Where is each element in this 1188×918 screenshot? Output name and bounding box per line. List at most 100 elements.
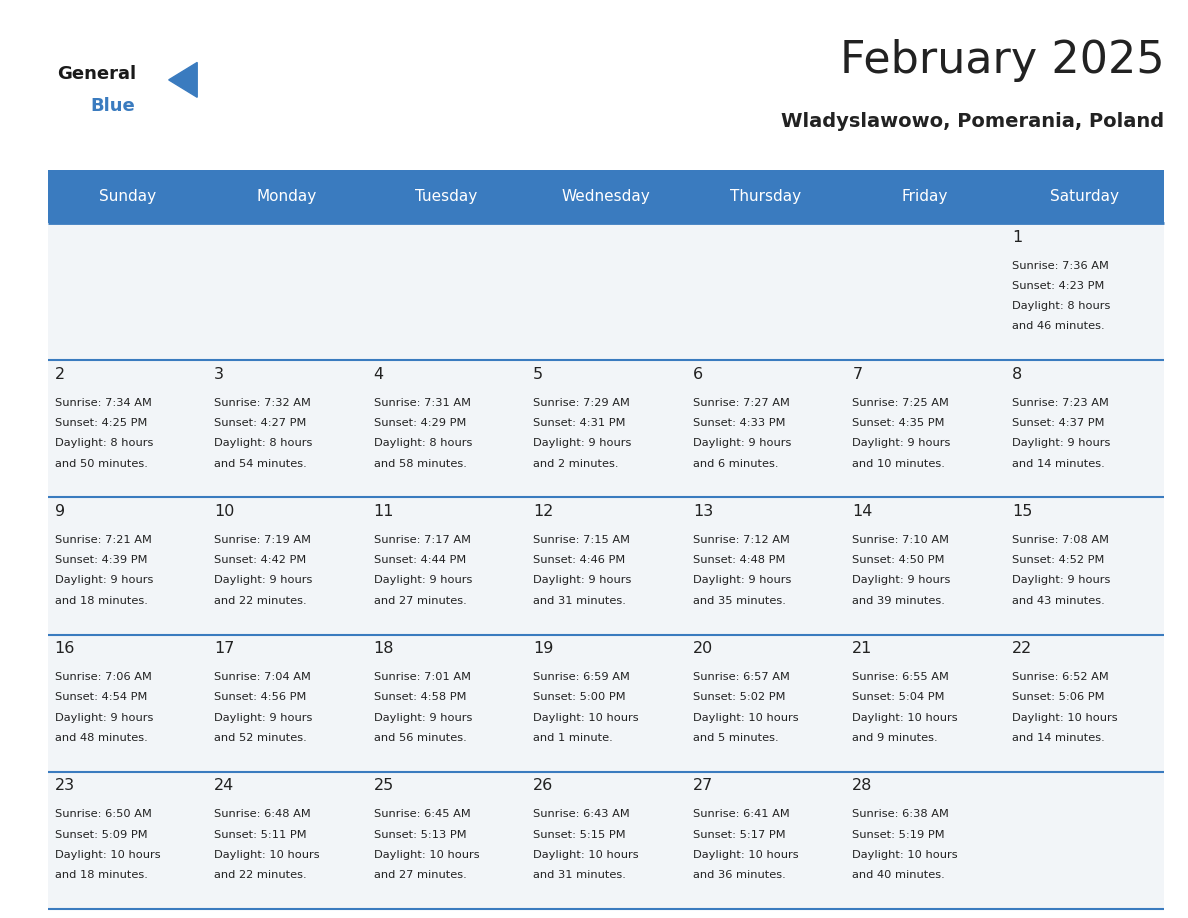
Text: Daylight: 9 hours: Daylight: 9 hours — [1012, 438, 1111, 448]
Text: Sunset: 4:52 PM: Sunset: 4:52 PM — [1012, 555, 1104, 565]
Text: Daylight: 10 hours: Daylight: 10 hours — [533, 850, 639, 860]
Bar — [685, 498, 845, 634]
Text: 23: 23 — [55, 778, 75, 793]
Text: and 10 minutes.: and 10 minutes. — [852, 459, 946, 468]
Text: Daylight: 9 hours: Daylight: 9 hours — [55, 576, 153, 586]
Bar — [526, 498, 685, 634]
Text: Daylight: 10 hours: Daylight: 10 hours — [55, 850, 160, 860]
Text: Sunset: 4:42 PM: Sunset: 4:42 PM — [214, 555, 307, 565]
Text: Sunrise: 6:57 AM: Sunrise: 6:57 AM — [693, 672, 790, 682]
Bar — [207, 772, 367, 909]
Text: Sunrise: 6:50 AM: Sunrise: 6:50 AM — [55, 810, 152, 820]
Text: Sunrise: 7:10 AM: Sunrise: 7:10 AM — [852, 535, 949, 545]
Text: 3: 3 — [214, 366, 225, 382]
Text: Sunday: Sunday — [99, 189, 156, 204]
Text: Daylight: 10 hours: Daylight: 10 hours — [533, 712, 639, 722]
Text: Sunset: 4:29 PM: Sunset: 4:29 PM — [374, 419, 466, 428]
Text: and 52 minutes.: and 52 minutes. — [214, 733, 307, 743]
Bar — [48, 498, 207, 634]
Text: 18: 18 — [374, 641, 394, 656]
Text: Wednesday: Wednesday — [562, 189, 650, 204]
Text: Sunset: 5:04 PM: Sunset: 5:04 PM — [852, 692, 944, 702]
Text: Sunset: 5:19 PM: Sunset: 5:19 PM — [852, 830, 944, 840]
Text: and 31 minutes.: and 31 minutes. — [533, 596, 626, 606]
Text: 9: 9 — [55, 504, 65, 519]
Text: Sunset: 5:17 PM: Sunset: 5:17 PM — [693, 830, 785, 840]
Text: Sunset: 4:46 PM: Sunset: 4:46 PM — [533, 555, 626, 565]
Text: Sunset: 4:25 PM: Sunset: 4:25 PM — [55, 419, 147, 428]
Bar — [1005, 772, 1164, 909]
Text: Daylight: 10 hours: Daylight: 10 hours — [852, 850, 958, 860]
Text: General: General — [57, 64, 137, 83]
Text: 11: 11 — [374, 504, 394, 519]
Text: Daylight: 9 hours: Daylight: 9 hours — [1012, 576, 1111, 586]
Text: Sunrise: 7:06 AM: Sunrise: 7:06 AM — [55, 672, 152, 682]
Text: Sunrise: 6:55 AM: Sunrise: 6:55 AM — [852, 672, 949, 682]
Bar — [48, 772, 207, 909]
Text: Sunrise: 7:12 AM: Sunrise: 7:12 AM — [693, 535, 790, 545]
Bar — [845, 498, 1005, 634]
Text: 12: 12 — [533, 504, 554, 519]
Text: Sunset: 4:50 PM: Sunset: 4:50 PM — [852, 555, 944, 565]
Text: Sunrise: 7:01 AM: Sunrise: 7:01 AM — [374, 672, 470, 682]
Text: 13: 13 — [693, 504, 713, 519]
Text: 20: 20 — [693, 641, 713, 656]
Bar — [367, 223, 526, 360]
Text: Blue: Blue — [90, 96, 135, 115]
Bar — [207, 223, 367, 360]
Text: Daylight: 9 hours: Daylight: 9 hours — [374, 712, 472, 722]
Bar — [1005, 634, 1164, 772]
Text: Sunrise: 7:04 AM: Sunrise: 7:04 AM — [214, 672, 311, 682]
Text: 6: 6 — [693, 366, 703, 382]
Bar — [685, 360, 845, 498]
Text: and 40 minutes.: and 40 minutes. — [852, 870, 946, 880]
Text: Sunset: 5:02 PM: Sunset: 5:02 PM — [693, 692, 785, 702]
Text: Sunrise: 7:29 AM: Sunrise: 7:29 AM — [533, 398, 630, 408]
Text: Saturday: Saturday — [1050, 189, 1119, 204]
Text: Daylight: 8 hours: Daylight: 8 hours — [214, 438, 312, 448]
Text: and 48 minutes.: and 48 minutes. — [55, 733, 147, 743]
Bar — [526, 772, 685, 909]
Text: Sunrise: 7:15 AM: Sunrise: 7:15 AM — [533, 535, 631, 545]
Text: Sunrise: 7:31 AM: Sunrise: 7:31 AM — [374, 398, 470, 408]
Text: 22: 22 — [1012, 641, 1032, 656]
Text: 28: 28 — [852, 778, 873, 793]
Text: Sunrise: 7:25 AM: Sunrise: 7:25 AM — [852, 398, 949, 408]
Text: 14: 14 — [852, 504, 873, 519]
Text: Sunrise: 7:27 AM: Sunrise: 7:27 AM — [693, 398, 790, 408]
Text: Daylight: 9 hours: Daylight: 9 hours — [693, 576, 791, 586]
Bar — [48, 170, 1164, 223]
Text: Sunset: 5:11 PM: Sunset: 5:11 PM — [214, 830, 307, 840]
Text: and 2 minutes.: and 2 minutes. — [533, 459, 619, 468]
Bar — [367, 634, 526, 772]
Text: Thursday: Thursday — [729, 189, 801, 204]
Text: Sunrise: 7:32 AM: Sunrise: 7:32 AM — [214, 398, 311, 408]
Text: 17: 17 — [214, 641, 234, 656]
Text: and 39 minutes.: and 39 minutes. — [852, 596, 946, 606]
Text: Sunset: 5:13 PM: Sunset: 5:13 PM — [374, 830, 467, 840]
Text: 19: 19 — [533, 641, 554, 656]
Bar — [845, 360, 1005, 498]
Text: and 31 minutes.: and 31 minutes. — [533, 870, 626, 880]
Bar — [367, 772, 526, 909]
Text: Sunset: 4:56 PM: Sunset: 4:56 PM — [214, 692, 307, 702]
Text: and 35 minutes.: and 35 minutes. — [693, 596, 785, 606]
Text: and 56 minutes.: and 56 minutes. — [374, 733, 467, 743]
Text: Sunrise: 6:43 AM: Sunrise: 6:43 AM — [533, 810, 630, 820]
Bar — [1005, 498, 1164, 634]
Text: and 1 minute.: and 1 minute. — [533, 733, 613, 743]
Bar — [685, 634, 845, 772]
Text: Daylight: 8 hours: Daylight: 8 hours — [374, 438, 472, 448]
Bar — [48, 223, 207, 360]
Text: Daylight: 9 hours: Daylight: 9 hours — [55, 712, 153, 722]
Bar — [845, 772, 1005, 909]
Text: Sunset: 4:31 PM: Sunset: 4:31 PM — [533, 419, 626, 428]
Text: Daylight: 10 hours: Daylight: 10 hours — [374, 850, 479, 860]
Text: and 14 minutes.: and 14 minutes. — [1012, 459, 1105, 468]
Text: Sunrise: 6:38 AM: Sunrise: 6:38 AM — [852, 810, 949, 820]
Text: Daylight: 9 hours: Daylight: 9 hours — [214, 712, 312, 722]
Text: Daylight: 10 hours: Daylight: 10 hours — [693, 850, 798, 860]
Text: Daylight: 10 hours: Daylight: 10 hours — [214, 850, 320, 860]
Text: Sunrise: 6:45 AM: Sunrise: 6:45 AM — [374, 810, 470, 820]
Text: 2: 2 — [55, 366, 65, 382]
